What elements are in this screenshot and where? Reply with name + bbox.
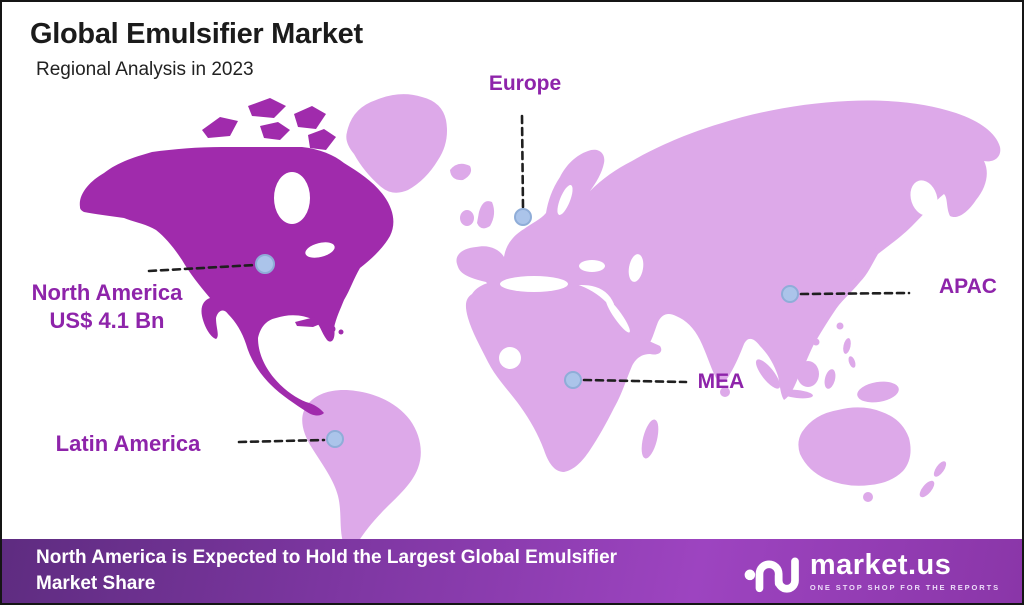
region-arctic-islands-2 bbox=[248, 98, 286, 118]
region-new-zealand-south bbox=[919, 480, 935, 498]
north-america-marker-dot bbox=[255, 254, 275, 274]
region-sri-lanka bbox=[720, 387, 730, 397]
brand-tagline: ONE STOP SHOP FOR THE REPORTS bbox=[809, 582, 1000, 592]
region-uk bbox=[477, 201, 495, 229]
region-north-america bbox=[79, 147, 394, 416]
apac-connector-line bbox=[799, 291, 911, 296]
caspian-sea bbox=[628, 254, 644, 282]
region-australia bbox=[798, 407, 911, 486]
region-japan-south bbox=[845, 274, 857, 286]
market-us-logo-icon bbox=[744, 557, 799, 593]
black-sea bbox=[579, 260, 605, 272]
region-new-zealand-north bbox=[933, 461, 947, 477]
mediterranean-sea bbox=[500, 276, 568, 292]
banner-text: North America is Expected to Hold the La… bbox=[36, 545, 617, 596]
region-arctic-islands-1 bbox=[202, 117, 238, 138]
brand-name: market.us bbox=[809, 548, 952, 581]
europe-connector-line bbox=[520, 114, 525, 210]
bottom-banner: North America is Expected to Hold the La… bbox=[2, 539, 1022, 603]
europe-label: Europe bbox=[489, 72, 561, 95]
region-philippines-south bbox=[848, 356, 856, 368]
region-taiwan bbox=[836, 322, 844, 330]
region-ireland bbox=[460, 210, 474, 226]
brand-logo: market.us ONE STOP SHOP FOR THE REPORTS bbox=[742, 547, 1000, 595]
mea-marker-dot bbox=[564, 371, 582, 389]
region-africa bbox=[465, 276, 662, 472]
world-map: Europe North America US$ 4.1 Bn APAC MEA… bbox=[2, 2, 1022, 543]
hudson-bay bbox=[274, 172, 310, 224]
banner-line-2: Market Share bbox=[36, 573, 156, 594]
region-japan-main bbox=[855, 256, 869, 274]
region-arctic-islands-4 bbox=[260, 122, 290, 140]
page-subtitle: Regional Analysis in 2023 bbox=[36, 59, 254, 80]
header: Global Emulsifier Market Regional Analys… bbox=[30, 18, 363, 81]
banner-line-1: North America is Expected to Hold the La… bbox=[36, 547, 618, 569]
region-greenland bbox=[346, 94, 447, 193]
region-iceland bbox=[450, 163, 472, 181]
region-arctic-islands-5 bbox=[308, 129, 336, 150]
latin-america-connector-line bbox=[237, 438, 326, 444]
region-philippines bbox=[843, 338, 851, 354]
region-eurasia bbox=[456, 100, 1001, 400]
region-hainan bbox=[812, 338, 820, 346]
page-title: Global Emulsifier Market bbox=[30, 18, 363, 50]
region-sulawesi bbox=[824, 369, 836, 389]
apac-label: APAC bbox=[939, 275, 997, 298]
brand-words: market.us ONE STOP SHOP FOR THE REPORTS bbox=[809, 548, 1000, 592]
region-puerto-rico bbox=[338, 329, 344, 335]
latin-america-marker-dot bbox=[326, 430, 344, 448]
region-madagascar bbox=[641, 419, 659, 459]
region-japan-north bbox=[866, 241, 876, 257]
north-america-value: US$ 4.1 Bn bbox=[50, 308, 165, 333]
world-map-svg: Europe North America US$ 4.1 Bn APAC MEA… bbox=[32, 72, 1001, 543]
red-sea bbox=[606, 299, 630, 333]
great-lakes bbox=[305, 242, 335, 258]
region-sumatra bbox=[755, 359, 781, 389]
sea-of-okhotsk bbox=[910, 180, 938, 216]
region-hispaniola bbox=[328, 325, 336, 333]
latin-america-label: Latin America bbox=[56, 431, 201, 456]
mea-label: MEA bbox=[698, 370, 745, 393]
north-america-connector-line bbox=[147, 263, 257, 273]
europe-marker-dot bbox=[514, 208, 532, 226]
apac-marker-dot bbox=[781, 285, 799, 303]
baltic-sea bbox=[557, 185, 573, 215]
region-new-guinea bbox=[857, 381, 899, 403]
region-tasmania bbox=[863, 492, 873, 502]
region-borneo bbox=[797, 361, 819, 387]
gulf-of-guinea bbox=[499, 347, 521, 369]
mea-connector-line bbox=[582, 378, 688, 384]
north-america-label: North America bbox=[32, 280, 184, 305]
region-south-america bbox=[302, 390, 421, 543]
region-arctic-islands-3 bbox=[294, 106, 326, 129]
region-java bbox=[781, 389, 813, 399]
region-cuba bbox=[295, 317, 325, 327]
